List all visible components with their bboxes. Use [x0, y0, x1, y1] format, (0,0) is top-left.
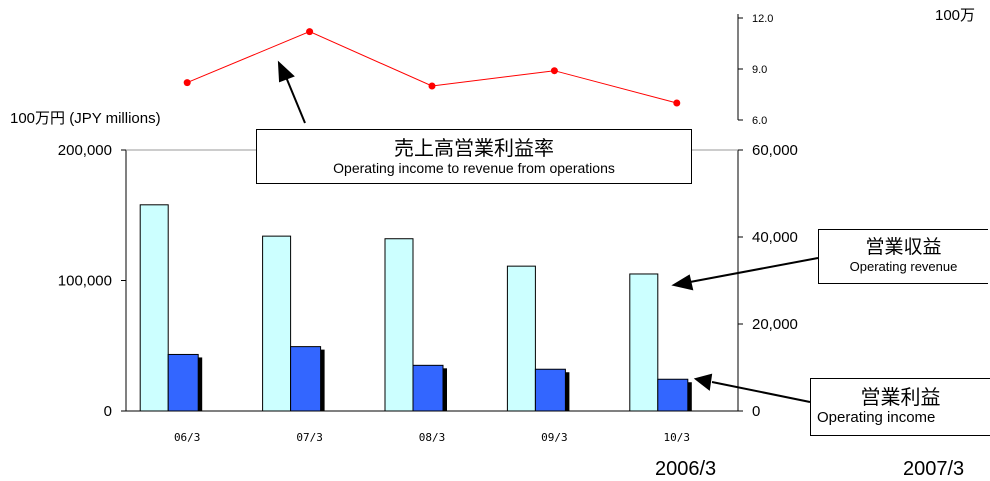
bar-operating-income [412, 364, 444, 412]
left-tick-label: 200,000 [58, 142, 112, 159]
bar-operating-income [167, 353, 199, 412]
footer-year-right: 2007/3 [903, 458, 965, 480]
x-tick-label: 07/3 [296, 431, 323, 444]
bar-operating-income [534, 368, 566, 412]
ratio-point [306, 28, 314, 36]
ratio-line [187, 31, 677, 104]
right-tick-label: 40,000 [752, 229, 798, 246]
bar-operating-income [657, 378, 689, 412]
income-arrowhead [693, 373, 713, 391]
ratio-point [428, 82, 436, 90]
bar-operating-revenue [139, 204, 169, 412]
income-annotation-subtitle: Operating income [817, 409, 936, 426]
right-tick-label: 0 [752, 403, 760, 420]
bar-operating-revenue [506, 265, 536, 412]
left-axis-ticks: 0 100,000 200,000 [58, 142, 126, 420]
x-tick-label: 06/3 [174, 431, 201, 444]
ratio-axis-ticks: 6.0 9.0 12.0 [738, 13, 773, 127]
right-tick-label: 20,000 [752, 316, 798, 333]
ratio-tick-label: 12.0 [752, 13, 773, 25]
ratio-point [673, 99, 681, 107]
income-annotation-title: 営業利益 [860, 385, 941, 409]
ratio-line-series [183, 28, 681, 107]
x-axis-ticks: 06/3 07/3 08/3 09/3 10/3 [174, 431, 690, 444]
x-tick-label: 10/3 [664, 431, 691, 444]
right-tick-label: 60,000 [752, 142, 798, 159]
revenue-annotation-subtitle: Operating revenue [849, 258, 958, 274]
revenue-arrow-line [689, 257, 819, 283]
left-tick-label: 100,000 [58, 273, 112, 290]
ratio-arrowhead [277, 60, 295, 83]
y-axis-label: 100万円 (JPY millions) [10, 110, 161, 127]
bar-operating-revenue [384, 238, 414, 412]
revenue-annotation-title: 営業収益 [865, 236, 942, 258]
right-corner-label: 100万 [935, 7, 975, 24]
income-annotation-box: 営業利益 Operating income [810, 378, 990, 436]
annotation-arrows [277, 60, 819, 403]
bar-operating-income [290, 346, 322, 412]
bar-series [139, 204, 692, 412]
revenue-arrowhead [671, 274, 694, 291]
ratio-point [550, 67, 558, 75]
footer-year-left: 2006/3 [655, 458, 717, 480]
ratio-annotation-subtitle: Operating income to revenue from operati… [333, 160, 615, 176]
x-tick-label: 09/3 [541, 431, 568, 444]
left-tick-label: 0 [104, 403, 112, 420]
bar-operating-revenue [629, 273, 659, 412]
ratio-arrow-line [285, 76, 306, 124]
x-tick-label: 08/3 [419, 431, 446, 444]
bar-operating-revenue [262, 235, 292, 412]
ratio-point [183, 79, 191, 87]
income-arrow-line [711, 381, 811, 403]
revenue-annotation-box: 営業収益 Operating revenue [818, 229, 988, 284]
right-axis-ticks: 0 20,000 40,000 60,000 [738, 142, 798, 420]
ratio-tick-label: 9.0 [752, 64, 767, 76]
ratio-annotation-title: 売上高営業利益率 [394, 136, 554, 160]
ratio-annotation-box: 売上高営業利益率 Operating income to revenue fro… [256, 129, 692, 184]
ratio-tick-label: 6.0 [752, 115, 767, 127]
